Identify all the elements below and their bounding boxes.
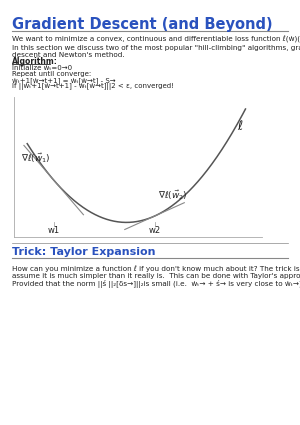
Text: We want to minimize a convex, continuous and differentiable loss function ℓ(ẇ)(ẇ: We want to minimize a convex, continuous… [12,36,300,43]
Text: w1: w1 [48,226,60,235]
Text: w2: w2 [148,226,160,235]
Text: Initialize ẇₜ=0→0: Initialize ẇₜ=0→0 [12,65,72,71]
Text: ℓ: ℓ [237,120,242,133]
Text: $\nabla\ell(\vec{w}_2)$: $\nabla\ell(\vec{w}_2)$ [158,188,188,201]
Text: Trick: Taylor Expansion: Trick: Taylor Expansion [12,247,155,257]
Text: Gradient Descent (and Beyond): Gradient Descent (and Beyond) [12,17,273,32]
Text: If ||ẇₜ+1[ẇ→t+1] - ẇₜ[ẇ→t]||2 < ε, converged!: If ||ẇₜ+1[ẇ→t+1] - ẇₜ[ẇ→t]||2 < ε, conve… [12,83,174,90]
Text: Algorithm:: Algorithm: [12,57,58,66]
Text: ẇₜ+1[ẇ→t+1] = ẇₜ[ẇ→t] - S→: ẇₜ+1[ẇ→t+1] = ẇₜ[ẇ→t] - S→ [12,77,116,84]
Text: In this section we discuss two of the most popular "hill-climbing" algorithms, g: In this section we discuss two of the mo… [12,45,300,58]
Text: $\nabla\ell(\vec{w}_1)$: $\nabla\ell(\vec{w}_1)$ [21,151,50,164]
Text: Repeat until converge:: Repeat until converge: [12,71,91,77]
Text: How can you minimize a function ℓ if you don't know much about it? The trick is : How can you minimize a function ℓ if you… [12,265,300,288]
